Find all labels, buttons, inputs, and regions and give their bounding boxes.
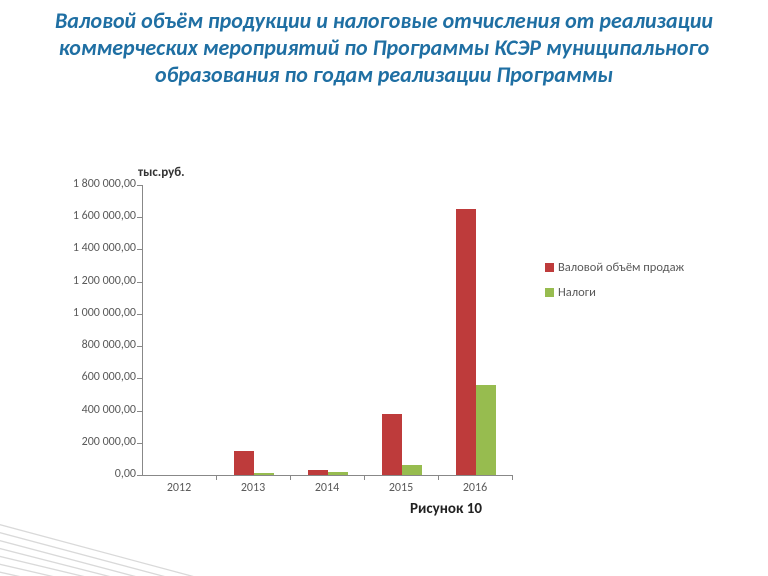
bar [382, 414, 402, 475]
x-tick-label: 2016 [445, 481, 505, 495]
legend-label: Валовой объём продаж [558, 260, 684, 275]
y-tick-mark [137, 443, 142, 444]
y-tick-mark [137, 217, 142, 218]
x-tick-label: 2013 [223, 481, 283, 495]
y-tick-mark [137, 346, 142, 347]
y-axis-title: тыс.руб. [138, 165, 185, 180]
y-tick-mark [137, 475, 142, 476]
y-tick-label: 1 000 000,00 [54, 306, 136, 320]
x-tick-mark [216, 475, 217, 480]
y-tick-mark [137, 185, 142, 186]
x-tick-label: 2015 [371, 481, 431, 495]
bar [254, 473, 274, 475]
y-tick-label: 1 800 000,00 [54, 177, 136, 191]
chart-container: тыс.руб. Валовой объём продаж Налоги Рису… [30, 165, 738, 525]
y-tick-label: 1 200 000,00 [54, 274, 136, 288]
y-tick-mark [137, 314, 142, 315]
bar [476, 385, 496, 475]
plot-area [142, 185, 513, 476]
y-tick-label: 0,00 [54, 467, 136, 481]
x-tick-label: 2014 [297, 481, 357, 495]
legend-label: Налоги [558, 285, 596, 300]
legend: Валовой объём продаж Налоги [545, 260, 684, 310]
legend-item: Валовой объём продаж [545, 260, 684, 275]
legend-swatch [545, 263, 554, 272]
x-tick-mark [438, 475, 439, 480]
bar [308, 470, 328, 475]
bar [402, 465, 422, 475]
y-tick-label: 400 000,00 [54, 403, 136, 417]
figure-caption: Рисунок 10 [410, 500, 482, 518]
legend-item: Налоги [545, 285, 684, 300]
y-tick-mark [137, 249, 142, 250]
bar [328, 472, 348, 475]
slide-title: Валовой объём продукции и налоговые отчи… [50, 8, 718, 88]
x-tick-mark [364, 475, 365, 480]
y-tick-mark [137, 282, 142, 283]
x-tick-mark [512, 475, 513, 480]
x-tick-label: 2012 [149, 481, 209, 495]
y-tick-label: 1 600 000,00 [54, 209, 136, 223]
y-tick-label: 1 400 000,00 [54, 241, 136, 255]
bar [456, 209, 476, 475]
y-tick-label: 600 000,00 [54, 370, 136, 384]
y-tick-label: 800 000,00 [54, 338, 136, 352]
x-tick-mark [290, 475, 291, 480]
legend-swatch [545, 288, 554, 297]
y-tick-label: 200 000,00 [54, 435, 136, 449]
y-tick-mark [137, 378, 142, 379]
bar [234, 451, 254, 475]
y-tick-mark [137, 411, 142, 412]
